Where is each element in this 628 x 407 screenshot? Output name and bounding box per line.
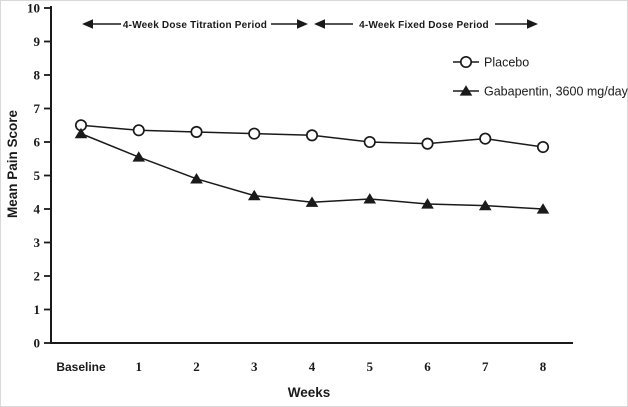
- y-tick-label: 3: [34, 235, 41, 250]
- data-point-gabapentin-2: [190, 173, 203, 184]
- data-point-placebo-6: [421, 137, 434, 150]
- arrow-left-icon: [82, 19, 93, 29]
- y-axis-title: Mean Pain Score: [5, 109, 20, 218]
- y-tick-label: 5: [34, 168, 41, 183]
- x-tick-label-1: 1: [136, 359, 143, 374]
- data-point-placebo-1: [132, 124, 145, 137]
- y-tick-label: 10: [27, 1, 40, 16]
- x-tick-label-4: 4: [309, 359, 316, 374]
- y-tick-label: 9: [34, 34, 41, 49]
- x-tick-label-7: 7: [482, 359, 489, 374]
- x-tick-label-3: 3: [251, 359, 258, 374]
- annotation-fixed-dose-period-label: 4-Week Fixed Dose Period: [359, 20, 489, 31]
- y-tick-label: 1: [34, 302, 41, 317]
- data-point-gabapentin-7: [478, 199, 492, 211]
- filled-triangle-icon: [459, 85, 473, 96]
- open-circle-icon: [459, 55, 473, 69]
- data-point-gabapentin-5: [363, 193, 377, 204]
- x-axis-title: Weeks: [288, 385, 331, 400]
- data-point-gabapentin-8: [536, 203, 550, 214]
- data-point-placebo-8: [536, 140, 550, 154]
- y-tick-label: 7: [34, 101, 41, 116]
- y-tick-label: 4: [34, 202, 41, 217]
- data-point-gabapentin-4: [305, 196, 319, 207]
- data-point-placebo-3: [248, 127, 261, 140]
- data-point-gabapentin-1: [132, 151, 146, 162]
- x-tick-label-2: 2: [193, 359, 200, 374]
- x-tick-label-baseline: Baseline: [56, 360, 106, 374]
- legend-label-gabapentin: Gabapentin, 3600 mg/day: [484, 84, 628, 98]
- data-point-gabapentin-3: [247, 189, 261, 201]
- y-tick-label: 2: [34, 269, 41, 284]
- y-tick-label: 0: [34, 336, 41, 351]
- data-point-placebo-4: [305, 129, 319, 142]
- arrow-left-icon: [314, 19, 325, 29]
- x-tick-label-6: 6: [424, 359, 431, 374]
- y-tick-label: 6: [34, 135, 41, 150]
- annotation-titration-period-label: 4-Week Dose Titration Period: [123, 20, 267, 31]
- arrow-right-icon: [297, 19, 308, 29]
- arrow-right-icon: [527, 19, 538, 29]
- x-tick-label-5: 5: [367, 359, 374, 374]
- legend-label-placebo: Placebo: [484, 55, 529, 69]
- data-point-gabapentin-6: [421, 198, 434, 209]
- data-point-placebo-7: [479, 132, 492, 145]
- x-tick-label-8: 8: [540, 359, 547, 374]
- y-tick-label: 8: [34, 68, 41, 83]
- data-point-gabapentin-baseline: [74, 127, 88, 139]
- data-point-placebo-2: [190, 125, 203, 138]
- data-point-placebo-5: [363, 135, 376, 149]
